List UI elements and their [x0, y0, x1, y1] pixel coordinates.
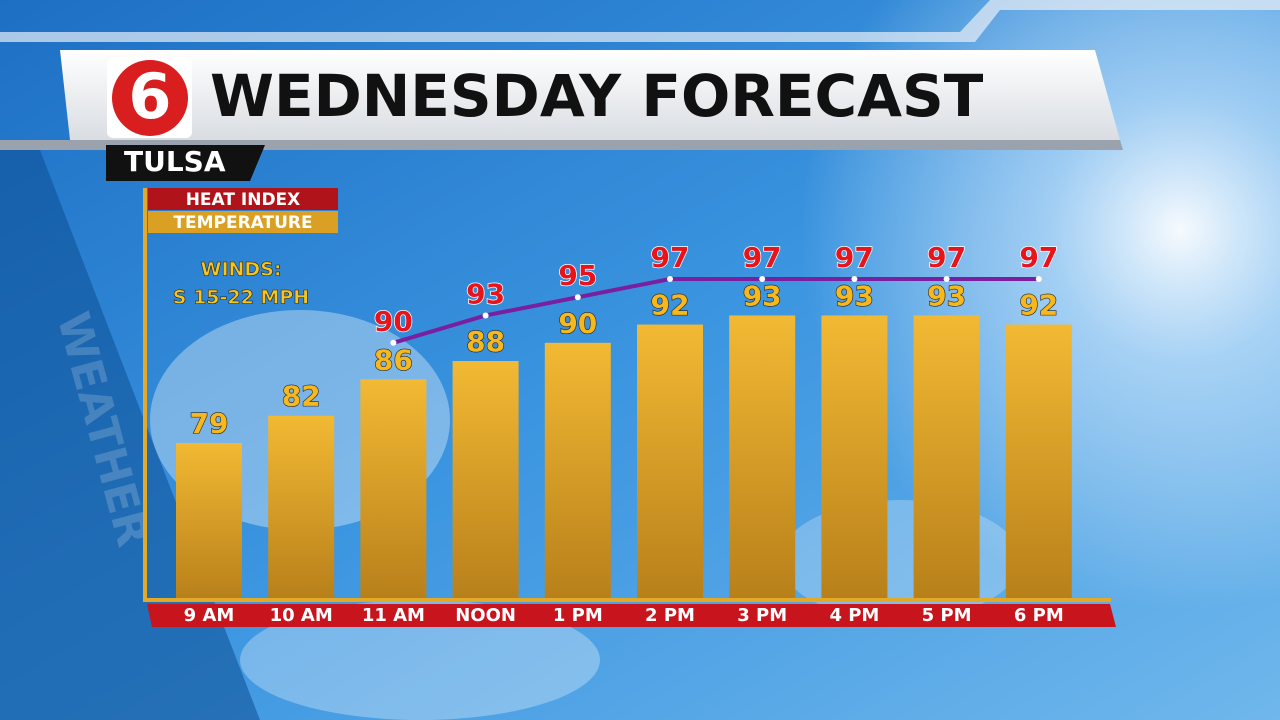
line-point [759, 276, 766, 282]
value-label: 93 [466, 277, 505, 310]
line-point [667, 276, 673, 282]
bar [913, 315, 980, 598]
station-name: TULSA [124, 145, 226, 178]
bar [1005, 324, 1072, 598]
x-axis-line [143, 598, 1111, 602]
x-tick-label: NOON [455, 605, 516, 626]
line-point [851, 276, 858, 282]
bar [729, 315, 796, 598]
x-tick-label: 11 AM [362, 605, 425, 626]
value-label: 92 [1019, 289, 1058, 322]
banner-shadow [0, 140, 1123, 150]
logo-circle [112, 60, 188, 136]
x-tick-label: 9 AM [184, 605, 235, 626]
x-tick-label: 2 PM [645, 605, 695, 626]
bar [544, 342, 611, 598]
value-label: 97 [651, 241, 690, 274]
line-point [943, 276, 950, 282]
x-tick-label: 6 PM [1014, 605, 1064, 626]
x-tick-label: 10 AM [270, 605, 333, 626]
value-label: 93 [835, 279, 874, 312]
legend-swatch [148, 211, 338, 233]
legend-label: HEAT INDEX [186, 190, 301, 210]
value-label: 93 [927, 279, 966, 312]
value-label: 90 [558, 307, 597, 340]
bar [452, 361, 519, 598]
line-point [574, 294, 581, 301]
value-label: 97 [835, 241, 874, 274]
cloud [240, 600, 600, 720]
value-label: 79 [190, 407, 229, 440]
bar [821, 315, 888, 598]
chart-title: WEDNESDAY FORECAST [210, 62, 984, 130]
value-label: 90 [374, 305, 413, 338]
top-stripe [0, 0, 1280, 42]
value-label: 88 [466, 325, 505, 358]
value-label: 97 [1019, 241, 1058, 274]
station-tag [106, 145, 265, 181]
logo-text: 6 [128, 60, 171, 133]
title-banner [60, 50, 1120, 140]
value-label: 97 [927, 241, 966, 274]
value-label: 93 [743, 279, 782, 312]
line-point [390, 339, 397, 346]
x-tick-label: 5 PM [922, 605, 972, 626]
line-point [1035, 276, 1042, 282]
value-label: 86 [374, 343, 413, 376]
value-label: 92 [651, 289, 690, 322]
x-tick-label: 1 PM [553, 605, 603, 626]
value-label: 95 [558, 259, 597, 292]
bar [176, 443, 242, 598]
bar [360, 379, 427, 598]
y-axis-line [143, 188, 147, 602]
x-tick-label: 3 PM [737, 605, 787, 626]
x-tick-label: 4 PM [829, 605, 879, 626]
value-label: 97 [743, 241, 782, 274]
bar [268, 415, 335, 598]
annotation: S 15-22 MPH [173, 287, 309, 309]
legend-swatch [148, 188, 338, 210]
legend-label: TEMPERATURE [173, 213, 312, 233]
annotation: WINDS: [201, 259, 282, 281]
category-strip [147, 604, 1116, 627]
value-label: 82 [282, 380, 321, 413]
line-point [482, 312, 489, 319]
bar [637, 324, 703, 598]
line [392, 277, 1039, 345]
